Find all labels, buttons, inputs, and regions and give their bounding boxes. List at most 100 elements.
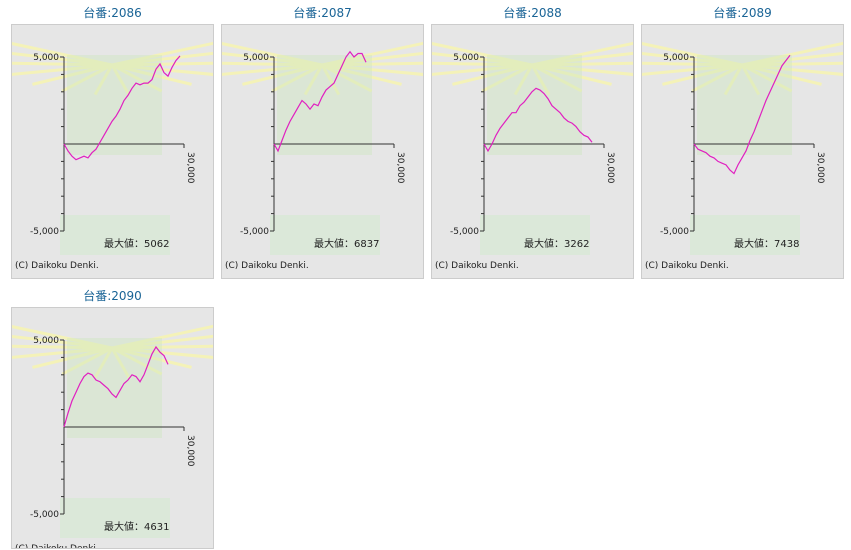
y-tick-label: -5,000: [30, 510, 59, 520]
decor-ray: [242, 63, 323, 86]
y-tick-label: -5,000: [30, 227, 59, 237]
decor-ray: [111, 346, 213, 359]
decor-ray: [531, 63, 612, 86]
decor-ray: [432, 63, 533, 76]
decor-ray: [321, 51, 423, 67]
decor-ray: [222, 42, 323, 67]
decor-box: [487, 55, 582, 155]
decor-ray: [662, 63, 743, 86]
max-annotation: 最大値：4631: [104, 520, 169, 533]
decor-tray: [60, 215, 170, 255]
y-tick-label: -5,000: [240, 227, 269, 237]
chart: 5,000 -5,000 30,000 最大値：5062 (C) Daikoku Den…: [12, 41, 213, 271]
decor-box: [277, 55, 372, 155]
max-annotation: 最大値：3262: [524, 237, 589, 250]
decor-ray: [110, 347, 131, 379]
decor-ray: [481, 63, 533, 93]
decor-ray: [12, 344, 113, 350]
decor-ray: [110, 64, 131, 96]
decor-ray: [432, 61, 533, 67]
decor-ray: [741, 63, 822, 86]
decor-ray: [741, 63, 843, 76]
decor-box: [67, 55, 162, 155]
chart-title: 台番:2089: [713, 6, 772, 20]
decor-ray: [12, 63, 113, 76]
decor-ray: [61, 346, 113, 376]
max-annotation: 最大値：5062: [104, 237, 169, 250]
decor-ray: [432, 51, 533, 67]
credit: (C) Daikoku Denki.: [225, 261, 309, 271]
decor-ray: [111, 344, 213, 350]
decor-ray: [93, 347, 114, 379]
data-line: [63, 345, 169, 428]
x-tick-label: 30,000: [605, 152, 615, 184]
decor-tray: [60, 498, 170, 538]
decor-ray: [741, 63, 793, 93]
decor-ray: [111, 51, 213, 67]
decor-ray: [321, 63, 423, 76]
data-line: [483, 87, 593, 153]
decor-ray: [642, 51, 743, 67]
decor-ray: [531, 51, 633, 67]
chart: 5,000 -5,000 30,000 最大値：7438 (C) Daikoku Den…: [642, 41, 843, 271]
decor-ray: [642, 42, 743, 67]
x-tick-label: 30,000: [185, 152, 195, 184]
decor-ray: [32, 63, 113, 86]
decor-ray: [452, 63, 533, 86]
x-tick-label: 30,000: [815, 152, 825, 184]
y-tick-label: 5,000: [243, 53, 269, 63]
decor-ray: [321, 41, 423, 67]
decor-ray: [61, 63, 113, 93]
decor-ray: [321, 63, 402, 86]
decor-ray: [12, 334, 113, 350]
chart-title: 台番:2086: [83, 6, 142, 20]
chart: 5,000 -5,000 30,000 最大値：4631 (C) Daikoku Den…: [12, 324, 213, 548]
y-tick-label: 5,000: [453, 53, 479, 63]
decor-tray: [270, 215, 380, 255]
decor-ray: [111, 63, 192, 86]
y-tick-label: -5,000: [450, 227, 479, 237]
decor-ray: [93, 64, 114, 96]
chart: 5,000 -5,000 30,000 最大値：6837 (C) Daikoku Den…: [222, 41, 423, 271]
decor-ray: [642, 61, 743, 67]
decor-tray: [480, 215, 590, 255]
max-annotation: 最大値：6837: [314, 237, 379, 250]
credit: (C) Daikoku Denki.: [435, 261, 519, 271]
decor-ray: [111, 63, 163, 93]
decor-ray: [111, 41, 213, 67]
decor-box: [697, 55, 792, 155]
decor-ray: [222, 61, 323, 67]
decor-ray: [432, 42, 533, 67]
decor-ray: [111, 346, 163, 376]
decor-ray: [531, 63, 633, 76]
y-tick-label: 5,000: [33, 53, 59, 63]
decor-ray: [32, 346, 113, 369]
chart: 5,000 -5,000 30,000 最大値：3262 (C) Daikoku Den…: [432, 41, 633, 271]
decor-ray: [12, 51, 113, 67]
decor-ray: [111, 346, 192, 369]
data-line: [693, 54, 791, 175]
max-annotation: 最大値：7438: [734, 237, 799, 250]
x-tick-label: 30,000: [185, 435, 195, 467]
chart-panel: 5,000 -5,000 30,000 最大値：3262 (C) Daikoku Den…: [431, 24, 634, 279]
credit: (C) Daikoku Denki.: [15, 544, 99, 548]
chart-title: 台番:2087: [293, 6, 352, 20]
decor-ray: [741, 61, 843, 67]
chart-panel: 5,000 -5,000 30,000 最大値：6837 (C) Daikoku Den…: [221, 24, 424, 279]
decor-ray: [303, 64, 324, 96]
decor-ray: [111, 324, 213, 350]
x-tick-label: 30,000: [395, 152, 405, 184]
y-tick-label: 5,000: [33, 336, 59, 346]
decor-ray: [12, 42, 113, 67]
decor-ray: [642, 63, 743, 76]
decor-ray: [12, 325, 113, 350]
credit: (C) Daikoku Denki.: [15, 261, 99, 271]
data-line: [63, 55, 181, 161]
decor-ray: [12, 61, 113, 67]
credit: (C) Daikoku Denki.: [645, 261, 729, 271]
data-line: [273, 50, 367, 153]
y-tick-label: 5,000: [663, 53, 689, 63]
chart-panel: 5,000 -5,000 30,000 最大値：7438 (C) Daikoku Den…: [641, 24, 844, 279]
decor-ray: [513, 64, 534, 96]
